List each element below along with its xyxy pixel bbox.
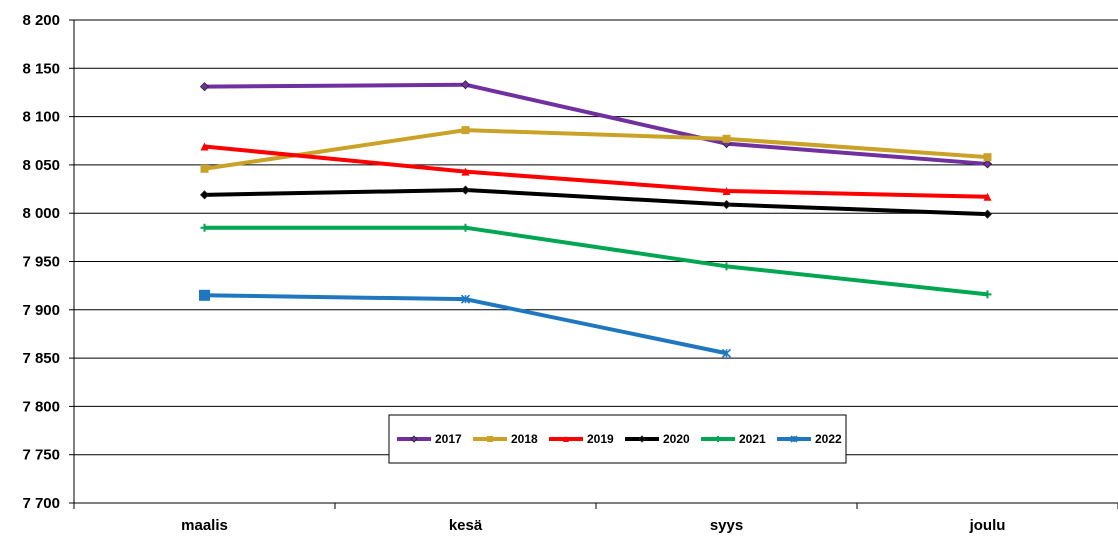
- gridlines: [74, 19, 1118, 504]
- x-tick-label: kesä: [449, 517, 483, 534]
- data-point: [461, 223, 470, 232]
- legend-label: 2019: [587, 432, 614, 446]
- data-point: [563, 436, 569, 442]
- legend-entry-2021: 2021: [701, 432, 766, 446]
- series-line: [204, 293, 727, 356]
- data-point: [721, 348, 732, 358]
- series-2021: [200, 223, 992, 299]
- legend-entry-2017: 2017: [397, 432, 462, 446]
- data-point: [460, 80, 471, 90]
- series-2019: [200, 142, 992, 201]
- series-2017: [199, 80, 993, 169]
- data-point: [461, 167, 470, 176]
- legend-box: [388, 414, 847, 464]
- data-point: [983, 192, 992, 201]
- y-tick-label: 7 800: [22, 398, 60, 415]
- x-tick-label: syys: [710, 517, 743, 534]
- data-point: [722, 134, 731, 143]
- data-point: [721, 199, 732, 210]
- data-point: [983, 290, 992, 299]
- legend-entry-2019: 2019: [549, 432, 614, 446]
- data-point: [460, 294, 471, 304]
- series-2022: [199, 289, 732, 358]
- y-tick-label: 7 950: [22, 254, 60, 271]
- series-2020: [199, 185, 993, 219]
- y-tick-label: 7 700: [22, 495, 60, 512]
- x-tick-label: joulu: [969, 517, 1006, 534]
- legend-entry-2022: 2022: [777, 432, 842, 446]
- data-point: [460, 185, 471, 195]
- y-tick-label: 7 750: [22, 447, 60, 464]
- series-line: [204, 225, 988, 297]
- y-tick-label: 8 200: [22, 12, 60, 29]
- series-line: [204, 144, 988, 199]
- y-tick-label: 7 850: [22, 350, 60, 367]
- series-group: [199, 80, 993, 358]
- data-point: [410, 435, 418, 443]
- data-point: [199, 190, 210, 200]
- series-line: [204, 82, 988, 166]
- data-point: [199, 289, 210, 301]
- data-point: [790, 435, 798, 443]
- x-axis-ticks: maalis kesä syys joulu: [73, 503, 1118, 534]
- data-point: [487, 436, 493, 442]
- legend-entry-2020: 2020: [625, 432, 690, 446]
- legend-label: 2021: [739, 432, 766, 446]
- data-point: [200, 164, 209, 173]
- data-point: [982, 209, 993, 219]
- legend-label: 2020: [663, 432, 690, 446]
- data-point: [983, 153, 992, 162]
- series-2018: [200, 126, 992, 173]
- legend-label: 2022: [815, 432, 842, 446]
- legend: 2017 2018 2019 2020 2021 2022: [388, 414, 847, 464]
- legend-label: 2018: [511, 432, 538, 446]
- data-point: [200, 223, 209, 232]
- y-tick-label: 7 900: [22, 302, 60, 319]
- y-tick-label: 8 150: [22, 60, 60, 77]
- y-axis-ticks: 7 700 7 750 7 800 7 850 7 900 7 950 8 000 8 050…: [22, 12, 74, 512]
- y-tick-label: 8 000: [22, 205, 60, 222]
- data-point: [199, 82, 210, 92]
- data-point: [722, 186, 731, 195]
- data-point: [200, 142, 209, 151]
- series-line: [204, 188, 988, 217]
- data-point: [461, 126, 470, 135]
- x-tick-label: maalis: [181, 517, 228, 534]
- data-point: [722, 262, 731, 271]
- y-tick-label: 8 100: [22, 109, 60, 126]
- series-line: [204, 128, 988, 171]
- data-point: [638, 435, 646, 443]
- data-point: [982, 159, 993, 169]
- legend-label: 2017: [435, 432, 462, 446]
- data-point: [715, 436, 721, 442]
- legend-entry-2018: 2018: [473, 432, 538, 446]
- y-tick-label: 8 050: [22, 157, 60, 174]
